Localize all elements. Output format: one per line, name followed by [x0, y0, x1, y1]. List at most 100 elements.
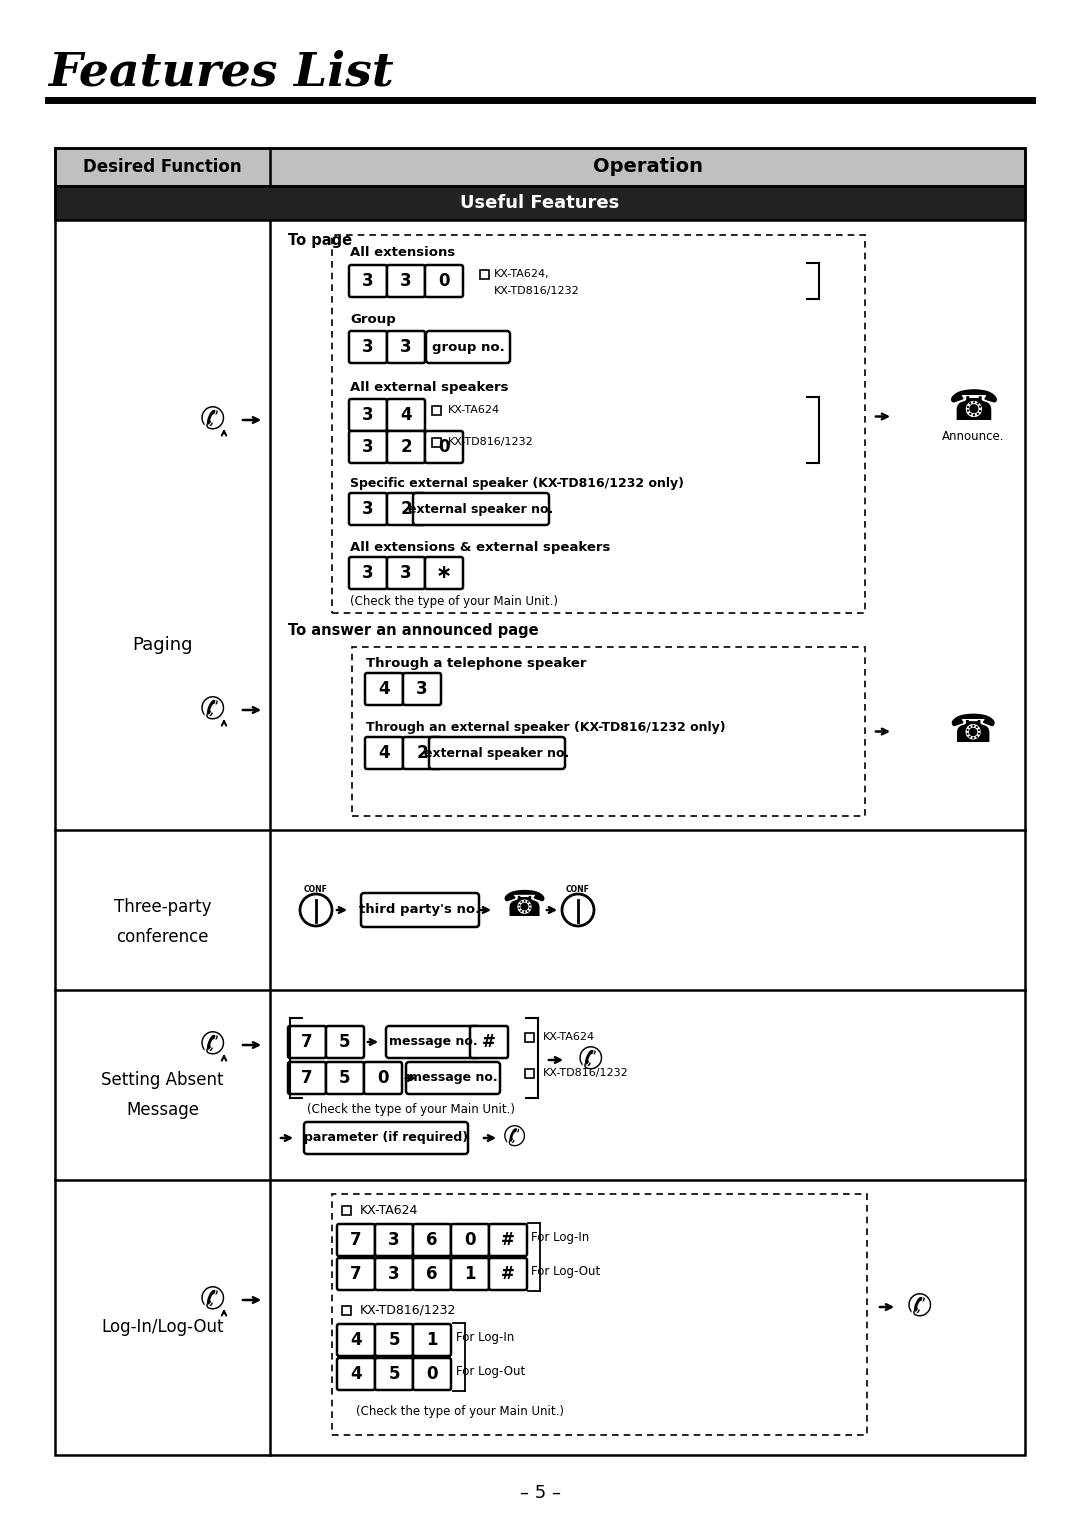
Bar: [352, 647, 865, 816]
Text: 0: 0: [464, 1231, 476, 1249]
Text: 2: 2: [401, 500, 411, 518]
Text: 1: 1: [427, 1332, 437, 1349]
FancyBboxPatch shape: [413, 492, 549, 524]
Text: 3: 3: [388, 1231, 400, 1249]
Text: parameter (if required): parameter (if required): [303, 1131, 468, 1145]
Text: (Check the type of your Main Unit.): (Check the type of your Main Unit.): [307, 1104, 515, 1116]
Text: 0: 0: [377, 1069, 389, 1087]
FancyBboxPatch shape: [451, 1225, 489, 1255]
Text: 2: 2: [416, 745, 428, 761]
FancyBboxPatch shape: [470, 1026, 508, 1058]
FancyBboxPatch shape: [403, 737, 441, 769]
FancyBboxPatch shape: [413, 1358, 451, 1390]
FancyBboxPatch shape: [303, 1122, 468, 1154]
FancyBboxPatch shape: [386, 1026, 480, 1058]
Text: Through an external speaker (KX-TD816/1232 only): Through an external speaker (KX-TD816/12…: [366, 720, 726, 734]
FancyBboxPatch shape: [337, 1225, 375, 1255]
FancyBboxPatch shape: [413, 1324, 451, 1356]
Text: 5: 5: [388, 1365, 400, 1384]
FancyBboxPatch shape: [337, 1358, 375, 1390]
FancyBboxPatch shape: [413, 1258, 451, 1290]
Text: KX-TA624: KX-TA624: [360, 1203, 418, 1217]
Text: KX-TD816/1232: KX-TD816/1232: [360, 1304, 457, 1316]
FancyBboxPatch shape: [349, 557, 387, 589]
FancyBboxPatch shape: [403, 673, 441, 705]
FancyBboxPatch shape: [361, 893, 480, 927]
Text: KX-TD816/1232: KX-TD816/1232: [448, 437, 534, 446]
Text: Three-party
conference: Three-party conference: [113, 899, 212, 945]
Text: 3: 3: [388, 1264, 400, 1283]
Text: KX-TA624,: KX-TA624,: [494, 269, 550, 278]
Text: 3: 3: [362, 437, 374, 456]
Text: 3: 3: [362, 500, 374, 518]
Text: 3: 3: [362, 338, 374, 356]
Text: Setting Absent
Message: Setting Absent Message: [102, 1072, 224, 1119]
Text: 3: 3: [401, 338, 411, 356]
Bar: [55, 148, 1025, 187]
Bar: [55, 187, 1025, 220]
Text: 5: 5: [339, 1034, 351, 1050]
Text: Useful Features: Useful Features: [460, 194, 620, 213]
Text: (Check the type of your Main Unit.): (Check the type of your Main Unit.): [350, 595, 558, 607]
FancyBboxPatch shape: [387, 330, 426, 362]
Bar: [525, 1069, 534, 1078]
Text: 5: 5: [339, 1069, 351, 1087]
Text: KX-TD816/1232: KX-TD816/1232: [494, 286, 580, 297]
Text: ∗: ∗: [436, 564, 453, 583]
Text: #: #: [482, 1034, 496, 1050]
Text: Operation: Operation: [593, 157, 702, 176]
Text: 4: 4: [350, 1332, 362, 1349]
Text: ☎: ☎: [949, 713, 997, 751]
Text: 6: 6: [427, 1264, 437, 1283]
Text: KX-TA624: KX-TA624: [543, 1032, 595, 1041]
Circle shape: [562, 894, 594, 927]
Text: 6: 6: [427, 1231, 437, 1249]
Text: 3: 3: [401, 272, 411, 291]
Text: All extensions: All extensions: [350, 246, 456, 260]
FancyBboxPatch shape: [375, 1358, 413, 1390]
Text: ☎: ☎: [501, 888, 546, 924]
Text: For Log-In: For Log-In: [531, 1231, 590, 1245]
FancyBboxPatch shape: [406, 1063, 500, 1095]
Bar: [332, 1194, 867, 1436]
Text: Announce.: Announce.: [942, 430, 1004, 443]
FancyBboxPatch shape: [288, 1063, 326, 1095]
Text: #: #: [501, 1264, 515, 1283]
FancyBboxPatch shape: [426, 431, 463, 463]
Text: For Log-In: For Log-In: [456, 1332, 514, 1344]
Text: 2: 2: [401, 437, 411, 456]
FancyBboxPatch shape: [429, 737, 565, 769]
Text: 4: 4: [350, 1365, 362, 1384]
Text: (Check the type of your Main Unit.): (Check the type of your Main Unit.): [356, 1405, 564, 1419]
FancyBboxPatch shape: [426, 557, 463, 589]
Bar: [332, 235, 865, 613]
FancyBboxPatch shape: [337, 1324, 375, 1356]
Text: ✆: ✆: [906, 1292, 932, 1321]
FancyBboxPatch shape: [387, 265, 426, 297]
Text: 3: 3: [362, 564, 374, 583]
Bar: [432, 405, 441, 414]
Text: 4: 4: [378, 680, 390, 699]
Text: message no.: message no.: [408, 1072, 497, 1084]
Bar: [432, 437, 441, 446]
Text: KX-TA624: KX-TA624: [448, 405, 500, 414]
FancyBboxPatch shape: [337, 1258, 375, 1290]
FancyBboxPatch shape: [326, 1063, 364, 1095]
FancyBboxPatch shape: [387, 557, 426, 589]
Text: 0: 0: [427, 1365, 437, 1384]
FancyBboxPatch shape: [413, 1225, 451, 1255]
FancyBboxPatch shape: [349, 265, 387, 297]
Text: CONF: CONF: [566, 885, 590, 894]
Text: external speaker no.: external speaker no.: [424, 746, 569, 760]
Text: CONF: CONF: [305, 885, 328, 894]
Text: – 5 –: – 5 –: [519, 1485, 561, 1501]
FancyBboxPatch shape: [489, 1258, 527, 1290]
Bar: [341, 1205, 351, 1214]
Text: Through a telephone speaker: Through a telephone speaker: [366, 656, 586, 670]
FancyBboxPatch shape: [387, 492, 426, 524]
FancyBboxPatch shape: [349, 399, 387, 431]
FancyBboxPatch shape: [489, 1225, 527, 1255]
Text: ☎: ☎: [947, 387, 999, 430]
Text: 7: 7: [350, 1264, 362, 1283]
Bar: [55, 148, 1025, 1456]
